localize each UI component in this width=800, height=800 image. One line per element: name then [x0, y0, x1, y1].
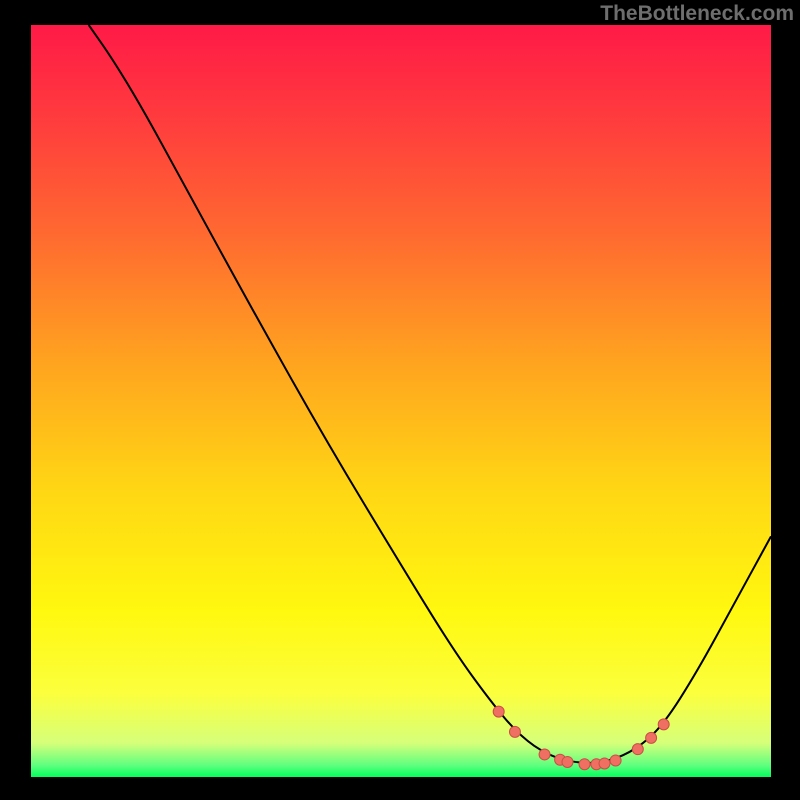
curve-marker: [539, 749, 550, 760]
curve-marker: [599, 758, 610, 769]
curve-marker: [493, 706, 504, 717]
curve-marker: [579, 759, 590, 770]
curve-marker: [646, 732, 657, 743]
chart-background: [31, 25, 771, 777]
chart-plot-area: [31, 25, 771, 777]
curve-marker: [610, 755, 621, 766]
watermark-text: TheBottleneck.com: [600, 2, 794, 26]
curve-marker: [632, 744, 643, 755]
curve-marker: [658, 719, 669, 730]
curve-marker: [509, 726, 520, 737]
curve-marker: [562, 756, 573, 767]
